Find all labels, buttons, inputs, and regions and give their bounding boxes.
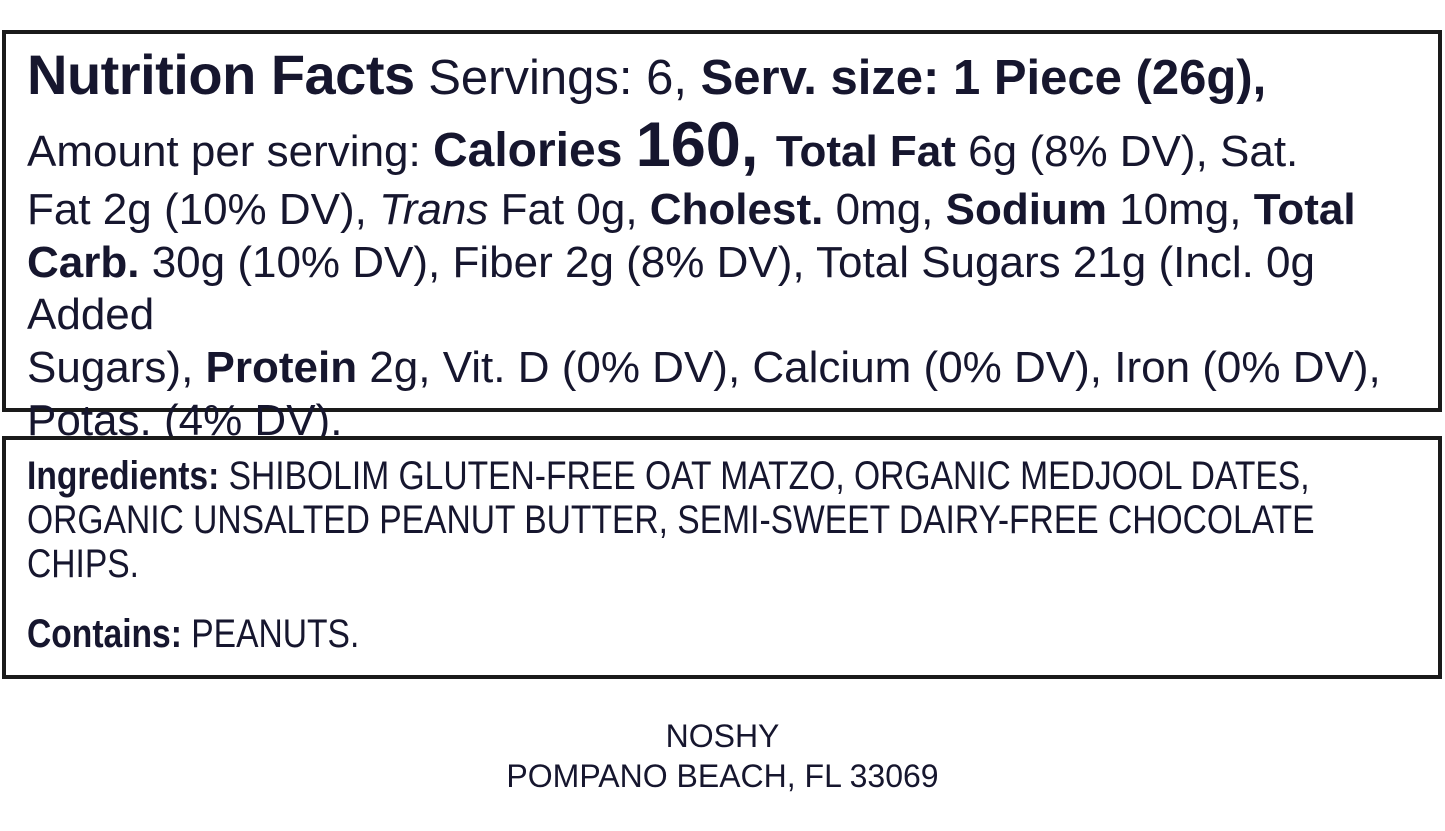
trans-fat-word: Trans <box>379 184 489 234</box>
amount-per-serving-label: Amount per serving: <box>27 127 433 177</box>
ingredients-line-1: Ingredients: SHIBOLIM GLUTEN-FREE OAT MA… <box>27 454 1310 498</box>
cholesterol-label: Cholest. <box>649 184 836 234</box>
protein-vitamins-value: 2g, Vit. D (0% DV), Calcium (0% DV), Iro… <box>369 343 1381 393</box>
servings-count: Servings: 6, <box>414 51 701 105</box>
ingredients-value-part2: ORGANIC UNSALTED PEANUT BUTTER, SEMI-SWE… <box>27 498 1315 542</box>
ingredients-label: Ingredients: <box>27 454 220 498</box>
ingredients-line-3: CHIPS. <box>27 542 1197 586</box>
protein-label: Protein <box>205 343 370 393</box>
ingredients-box: Ingredients: SHIBOLIM GLUTEN-FREE OAT MA… <box>2 436 1442 679</box>
ingredients-value-part3: CHIPS. <box>27 542 140 586</box>
carb-fiber-sugars-value: 30g (10% DV), Fiber 2g (8% DV), Total Su… <box>27 237 1315 340</box>
total-fat-value: 6g (8% DV), Sat. <box>968 127 1299 177</box>
total-carb-label-part2: Carb. <box>27 237 152 287</box>
contains-value: PEANUTS. <box>181 612 360 656</box>
manufacturer-footer: NOSHY POMPANO BEACH, FL 33069 <box>0 716 1445 796</box>
nutrition-facts-box: Nutrition Facts Servings: 6, Serv. size:… <box>2 30 1442 445</box>
contains-label: Contains: <box>27 612 182 656</box>
serving-size: Serv. size: 1 Piece (26g), <box>700 51 1267 105</box>
ingredients-line-2: ORGANIC UNSALTED PEANUT BUTTER, SEMI-SWE… <box>27 498 1315 542</box>
sat-fat-value: Fat 2g (10% DV), <box>27 184 380 234</box>
contains-line: Contains: PEANUTS. <box>27 612 1197 656</box>
calories-label: Calories <box>432 124 636 178</box>
sugars-tail: Sugars), <box>27 343 206 393</box>
total-carb-label-part1: Total <box>1253 184 1356 234</box>
nutrition-facts-text: Nutrition Facts Servings: 6, Serv. size:… <box>27 41 1420 448</box>
trans-fat-value: Fat 0g, <box>488 184 650 234</box>
sodium-label: Sodium <box>945 184 1120 234</box>
manufacturer-address: POMPANO BEACH, FL 33069 <box>506 758 939 794</box>
brand-name: NOSHY <box>665 718 780 754</box>
nutrition-facts-title: Nutrition Facts <box>27 43 415 106</box>
cholesterol-value: 0mg, <box>835 184 946 234</box>
sodium-value: 10mg, <box>1119 184 1254 234</box>
calories-value: 160, <box>635 110 776 181</box>
total-fat-label: Total Fat <box>775 127 969 177</box>
ingredients-value-part1: SHIBOLIM GLUTEN-FREE OAT MATZO, ORGANIC … <box>219 454 1310 498</box>
